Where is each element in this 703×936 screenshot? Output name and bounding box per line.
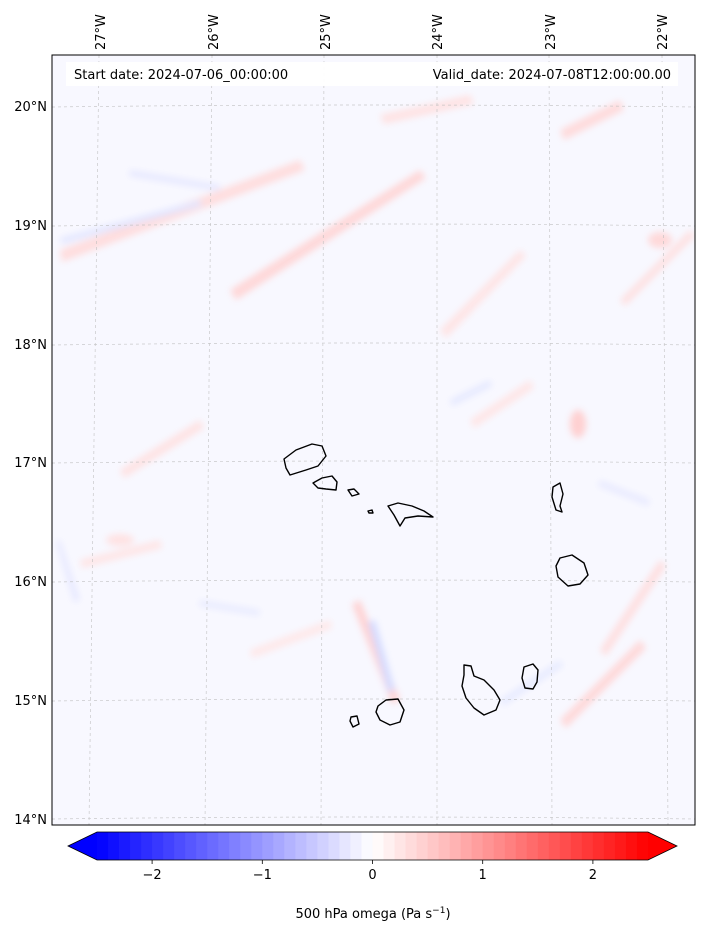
- colorbar-segment: [636, 832, 649, 860]
- colorbar-tick-label: −1: [253, 868, 272, 883]
- colorbar-segment: [251, 832, 263, 860]
- lat-label: 18°N: [14, 338, 47, 353]
- colorbar-segment: [152, 832, 164, 860]
- colorbar-segments: [97, 832, 649, 860]
- island-brava: [349, 715, 360, 728]
- colorbar-segment: [559, 832, 572, 860]
- colorbar-segment: [416, 832, 429, 860]
- colorbar-segment: [405, 832, 418, 860]
- lon-label: 22°W: [656, 14, 671, 50]
- colorbar-outline: [67, 831, 678, 861]
- start-date-text: Start date: 2024-07-06_00:00:00: [74, 68, 288, 83]
- lon-label: 27°W: [94, 14, 109, 50]
- map-area: [52, 55, 695, 825]
- colorbar-extend-high: [648, 832, 677, 860]
- colorbar-segment: [273, 832, 285, 860]
- colorbar-segment: [97, 832, 109, 860]
- colorbar-segment: [317, 832, 330, 860]
- island-branco: [367, 509, 374, 514]
- lat-label: 19°N: [14, 219, 47, 234]
- colorbar-segment: [449, 832, 462, 860]
- colorbar-segment: [427, 832, 440, 860]
- omega-field: [56, 95, 695, 728]
- colorbar-segment: [548, 832, 561, 860]
- colorbar-segment: [372, 832, 385, 860]
- map-frame: [51, 54, 696, 826]
- colorbar-extend-low: [68, 832, 97, 860]
- colorbar-segment: [295, 832, 307, 860]
- colorbar-segment: [526, 832, 539, 860]
- island-sao-nicolau: [387, 502, 434, 527]
- colorbar-segment: [394, 832, 407, 860]
- colorbar-segment: [471, 832, 484, 860]
- colorbar-segment: [570, 832, 583, 860]
- colorbar-label: 500 hPa omega (Pa s−1): [295, 906, 450, 922]
- colorbar-segment: [361, 832, 374, 860]
- lat-label: 16°N: [14, 575, 47, 590]
- colorbar-segment: [262, 832, 274, 860]
- colorbar-segment: [460, 832, 473, 860]
- coastlines: [283, 443, 589, 728]
- colorbar-segment: [240, 832, 252, 860]
- lat-label: 15°N: [14, 694, 47, 709]
- colorbar-segment: [383, 832, 396, 860]
- colorbar-tick-label: −2: [143, 868, 162, 883]
- colorbar-segment: [603, 832, 616, 860]
- lat-label: 20°N: [14, 100, 47, 115]
- colorbar-segment: [482, 832, 495, 860]
- lon-labels: 27°W 26°W 25°W 24°W 23°W 22°W: [94, 14, 671, 50]
- colorbar-segment: [119, 832, 131, 860]
- colorbar-segment: [614, 832, 627, 860]
- colorbar-segment: [196, 832, 208, 860]
- colorbar-segment: [328, 832, 341, 860]
- valid-date-text: Valid_date: 2024-07-08T12:00:00.00: [433, 68, 671, 83]
- colorbar-segment: [163, 832, 175, 860]
- colorbar-segment: [504, 832, 517, 860]
- colorbar-segment: [438, 832, 451, 860]
- colorbar-segment: [592, 832, 605, 860]
- lat-label: 14°N: [14, 813, 47, 828]
- lon-label: 24°W: [431, 14, 446, 50]
- colorbar-segment: [108, 832, 120, 860]
- island-fogo: [375, 698, 405, 726]
- colorbar-segment: [493, 832, 506, 860]
- colorbar-segment: [581, 832, 594, 860]
- map-background: [52, 55, 695, 825]
- colorbar-segment: [130, 832, 142, 860]
- island-santa-luzia: [347, 488, 360, 497]
- colorbar-segment: [515, 832, 528, 860]
- island-sal: [551, 482, 564, 513]
- colorbar-tick-label: 0: [368, 868, 376, 883]
- lon-label: 26°W: [207, 14, 222, 50]
- colorbar-segment: [141, 832, 153, 860]
- colorbar-segment: [229, 832, 241, 860]
- colorbar-segment: [185, 832, 197, 860]
- island-santo-antao: [283, 443, 327, 476]
- lat-label: 17°N: [14, 456, 47, 471]
- info-box: [66, 62, 678, 86]
- island-maio: [521, 663, 539, 690]
- colorbar-segment: [339, 832, 352, 860]
- colorbar-segment: [218, 832, 230, 860]
- lon-label: 25°W: [319, 14, 334, 50]
- gridlines: [52, 55, 695, 825]
- lat-labels: 20°N 19°N 18°N 17°N 16°N 15°N 14°N: [14, 100, 47, 828]
- colorbar: −2 −1 0 1 2 500 hPa omega (Pa s−1): [67, 831, 678, 922]
- island-santiago: [461, 664, 501, 716]
- colorbar-segment: [537, 832, 550, 860]
- colorbar-segment: [207, 832, 219, 860]
- colorbar-segment: [350, 832, 363, 860]
- colorbar-segment: [174, 832, 186, 860]
- colorbar-segment: [306, 832, 318, 860]
- lon-label: 23°W: [544, 14, 559, 50]
- island-sao-vicente: [312, 475, 338, 491]
- colorbar-ticks: −2 −1 0 1 2: [143, 860, 597, 883]
- island-boa-vista: [555, 554, 589, 587]
- colorbar-tick-label: 1: [479, 868, 487, 883]
- colorbar-segment: [284, 832, 296, 860]
- colorbar-segment: [625, 832, 638, 860]
- colorbar-tick-label: 2: [589, 868, 597, 883]
